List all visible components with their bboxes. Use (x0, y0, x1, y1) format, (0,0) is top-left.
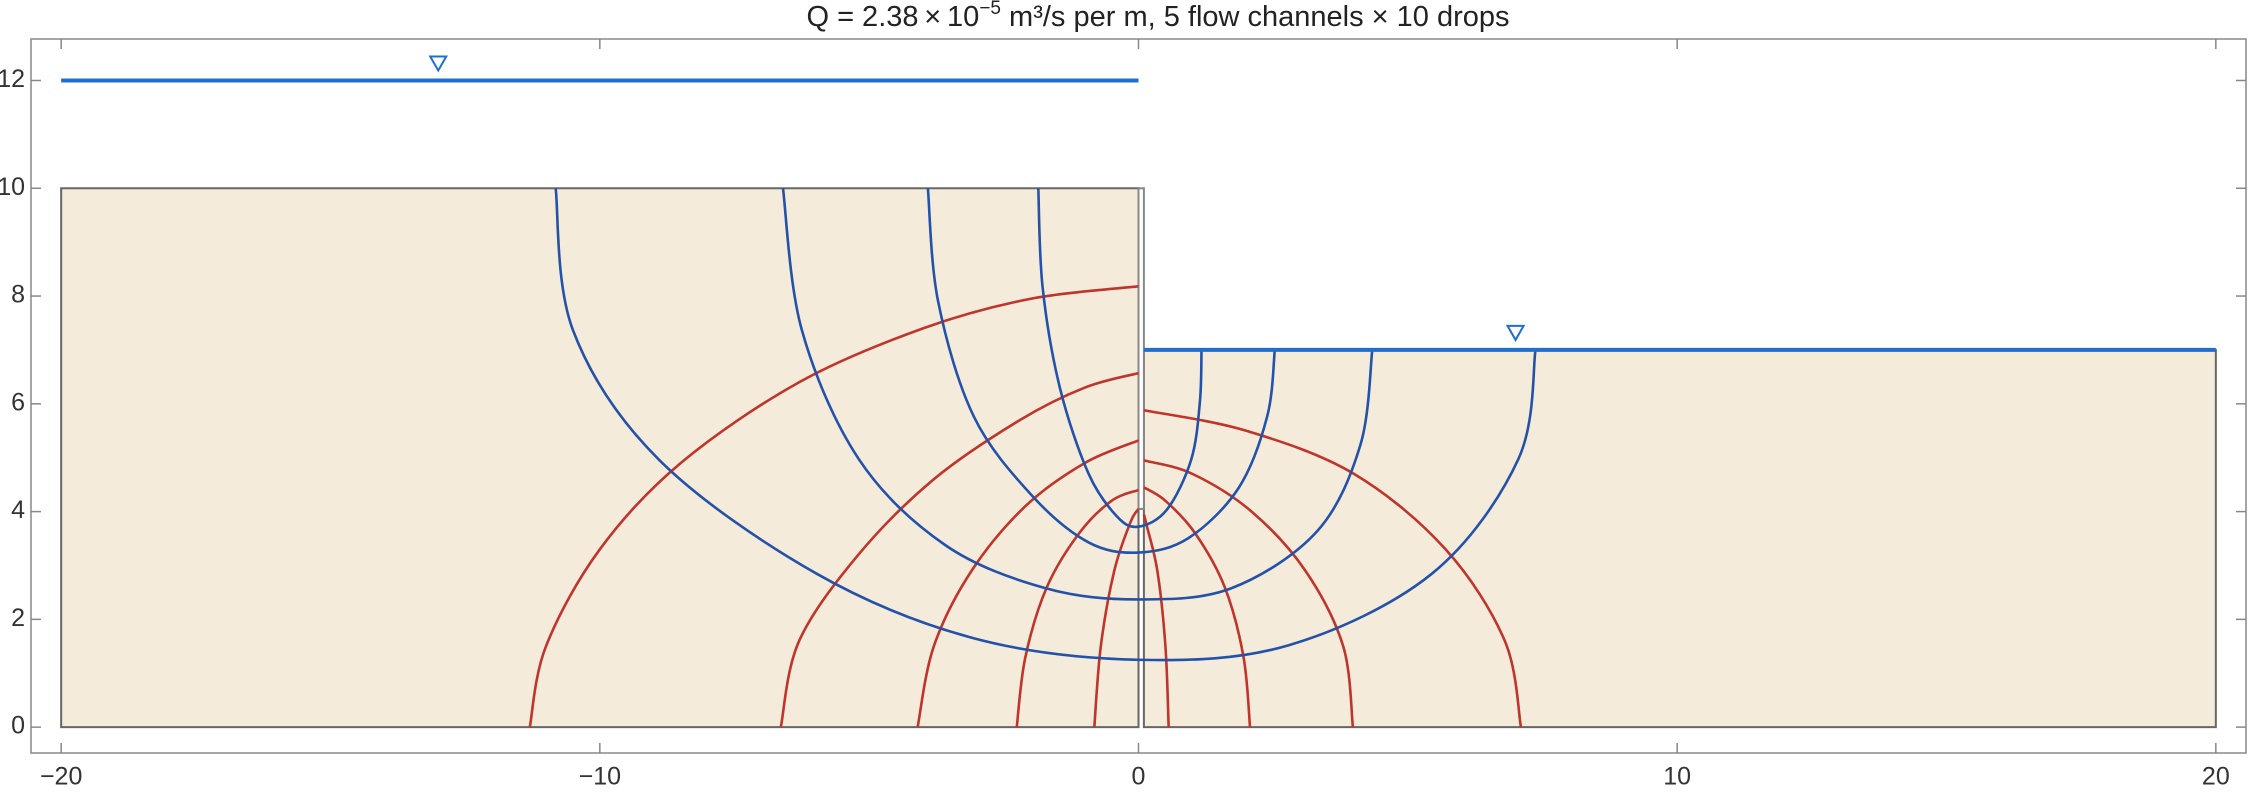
equipotential-line (1143, 486, 1252, 728)
title-exponent: −5 (979, 0, 1001, 19)
chart-title: Q = 2.38 × 10−5 m³/s per m, 5 flow chann… (806, 0, 1509, 33)
equipotential-line (1015, 488, 1139, 728)
x-tick-label: −10 (579, 763, 621, 791)
equipotential-line (1142, 513, 1170, 728)
y-tick-label: 6 (11, 388, 25, 416)
water-marker (1505, 324, 1526, 342)
y-tick-label: 12 (0, 65, 25, 93)
flow-line (554, 188, 1537, 662)
y-tick-label: 4 (11, 496, 25, 524)
sheet-pile (1137, 187, 1145, 510)
equipotential-line (1093, 508, 1140, 728)
title-part: Q = 2.38 × 10 (806, 1, 979, 33)
y-tick-label: 8 (11, 281, 25, 309)
y-tick-label: 2 (11, 604, 25, 632)
equipotential-line (528, 285, 1139, 728)
water-marker (428, 55, 448, 73)
flow-line (781, 188, 1374, 601)
title-part: m³/s per m, 5 flow channels × 10 drops (1001, 1, 1510, 33)
y-tick-label: 10 (0, 173, 25, 201)
x-tick-label: 20 (2202, 763, 2230, 791)
x-tick-label: 0 (1132, 763, 1146, 791)
equipotential-line (1143, 459, 1355, 728)
flow-line (926, 188, 1277, 555)
y-tick-label: 0 (11, 712, 25, 740)
flow-line (1037, 188, 1203, 529)
soil-region (60, 187, 1140, 729)
equipotential-line (1143, 409, 1523, 728)
x-tick-label: 10 (1663, 763, 1691, 791)
soil-region (1142, 348, 2217, 729)
equipotential-line (779, 371, 1139, 728)
x-tick-label: −20 (40, 763, 82, 791)
